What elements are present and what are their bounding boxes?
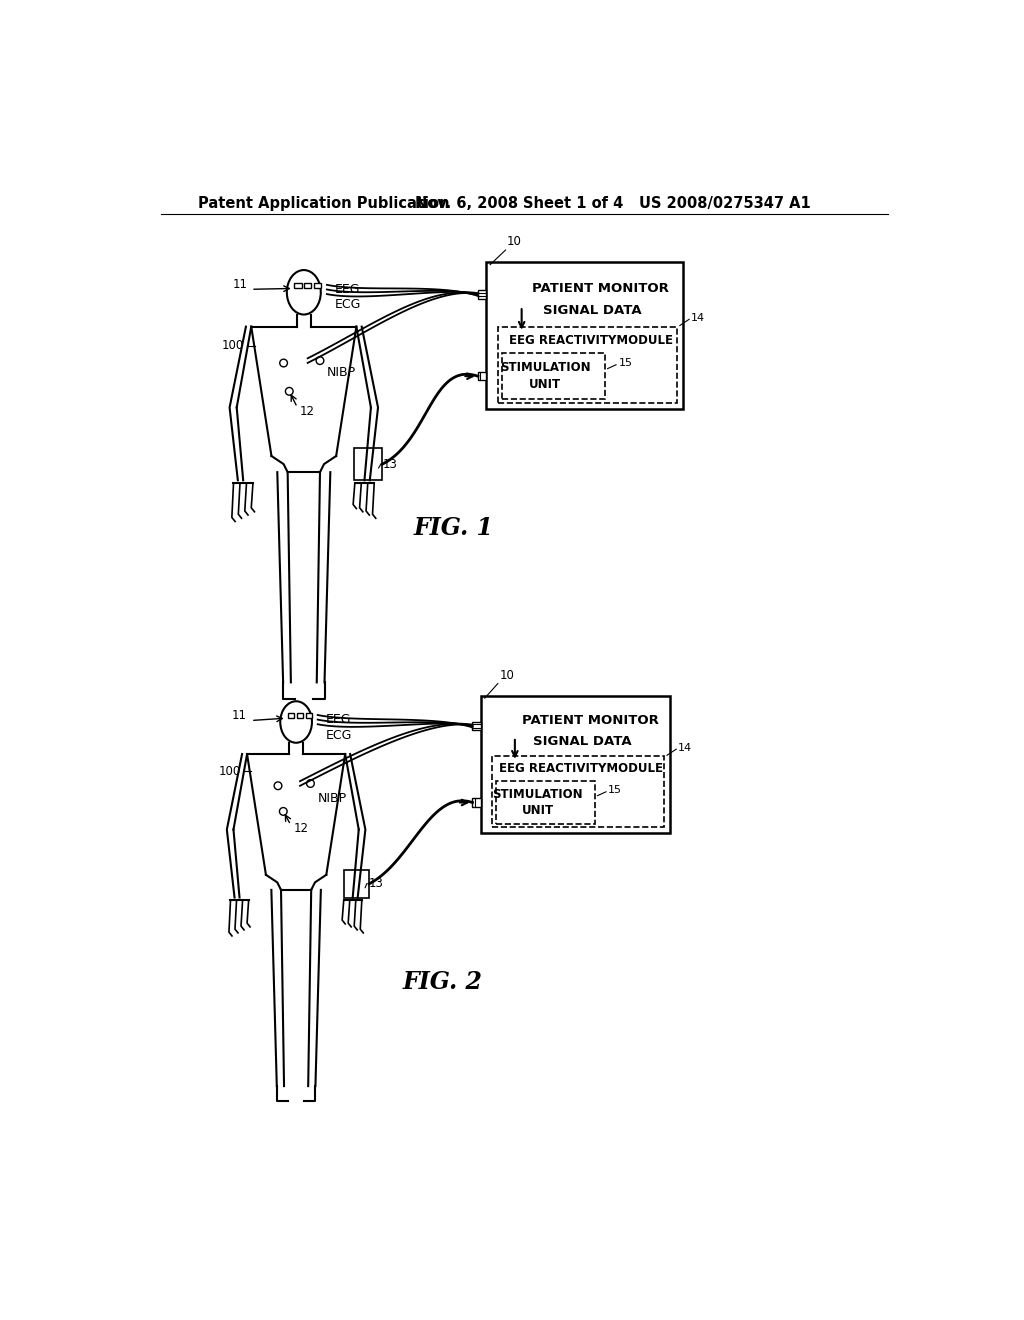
Text: 15: 15 bbox=[618, 358, 633, 368]
Text: 12: 12 bbox=[294, 822, 309, 836]
Text: EEG: EEG bbox=[335, 282, 360, 296]
Text: 13: 13 bbox=[369, 878, 383, 891]
Bar bbox=[498, 327, 677, 403]
Text: Sheet 1 of 4: Sheet 1 of 4 bbox=[523, 195, 624, 211]
Text: 100: 100 bbox=[221, 339, 244, 352]
Text: 14: 14 bbox=[690, 313, 705, 323]
Text: 11: 11 bbox=[232, 277, 247, 290]
Text: FIG. 2: FIG. 2 bbox=[402, 970, 482, 994]
Text: SIGNAL DATA: SIGNAL DATA bbox=[543, 304, 642, 317]
Text: SIGNAL DATA: SIGNAL DATA bbox=[534, 735, 632, 747]
Bar bbox=[472, 799, 481, 807]
Text: 10: 10 bbox=[500, 669, 514, 682]
Bar bbox=[481, 696, 670, 833]
Text: Patent Application Publication: Patent Application Publication bbox=[198, 195, 450, 211]
Text: Nov. 6, 2008: Nov. 6, 2008 bbox=[416, 195, 518, 211]
Text: 11: 11 bbox=[232, 709, 247, 722]
Bar bbox=[502, 354, 605, 399]
Bar bbox=[344, 870, 369, 898]
Text: EEG REACTIVITYMODULE: EEG REACTIVITYMODULE bbox=[509, 334, 673, 347]
Text: EEG REACTIVITYMODULE: EEG REACTIVITYMODULE bbox=[500, 763, 664, 775]
Text: STIMULATION: STIMULATION bbox=[493, 788, 583, 801]
Bar bbox=[486, 263, 683, 409]
Text: STIMULATION: STIMULATION bbox=[500, 362, 591, 375]
Text: PATIENT MONITOR: PATIENT MONITOR bbox=[531, 282, 669, 296]
Bar bbox=[478, 290, 486, 298]
Text: 13: 13 bbox=[382, 458, 397, 471]
Bar bbox=[305, 713, 312, 718]
Bar bbox=[496, 781, 595, 824]
Text: 12: 12 bbox=[300, 405, 314, 418]
Text: FIG. 1: FIG. 1 bbox=[414, 516, 494, 540]
Bar bbox=[288, 713, 294, 718]
Text: US 2008/0275347 A1: US 2008/0275347 A1 bbox=[639, 195, 811, 211]
Text: ECG: ECG bbox=[335, 298, 361, 312]
Text: PATIENT MONITOR: PATIENT MONITOR bbox=[522, 714, 658, 727]
Bar bbox=[354, 447, 382, 480]
Bar bbox=[478, 372, 486, 380]
Text: NIBP: NIBP bbox=[327, 367, 356, 379]
Text: 100: 100 bbox=[219, 764, 241, 777]
Bar bbox=[493, 756, 664, 828]
Text: 10: 10 bbox=[507, 235, 522, 248]
Text: NIBP: NIBP bbox=[317, 792, 347, 805]
Text: 15: 15 bbox=[608, 785, 623, 795]
Text: EEG: EEG bbox=[326, 713, 351, 726]
Text: UNIT: UNIT bbox=[529, 378, 561, 391]
Text: ECG: ECG bbox=[326, 729, 352, 742]
Bar bbox=[297, 713, 303, 718]
Text: 14: 14 bbox=[678, 743, 692, 752]
Text: UNIT: UNIT bbox=[521, 804, 554, 817]
Bar bbox=[472, 722, 481, 730]
Bar bbox=[304, 282, 311, 289]
Bar bbox=[313, 282, 321, 289]
Bar bbox=[294, 282, 302, 289]
